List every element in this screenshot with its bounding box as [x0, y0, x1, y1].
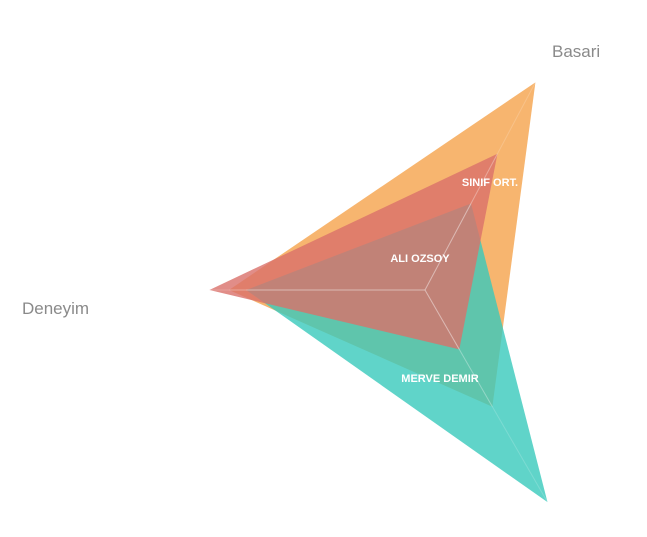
series-1-spoke-3 [424, 289, 493, 407]
axis-label-2: Deneyim [22, 299, 89, 318]
series-3-spoke-3 [424, 289, 460, 350]
spokes-layer [209, 82, 548, 503]
series-label-1: SINIF ORT. [462, 177, 518, 189]
series-1-spoke-1 [424, 82, 536, 291]
labels-layer: SINIF ORT. MERVE DEMIR ALI OZSOY Basari Dene… [22, 42, 600, 385]
series-layer [209, 82, 548, 503]
series-area-3 [209, 153, 498, 350]
series-2-spoke-3 [424, 289, 548, 503]
series-3-spoke-1 [424, 153, 498, 291]
series-label-3: ALI OZSOY [390, 253, 450, 265]
series-label-2: MERVE DEMIR [401, 373, 478, 385]
axis-label-1: Basari [552, 42, 600, 61]
series-2-spoke-1 [424, 203, 472, 291]
